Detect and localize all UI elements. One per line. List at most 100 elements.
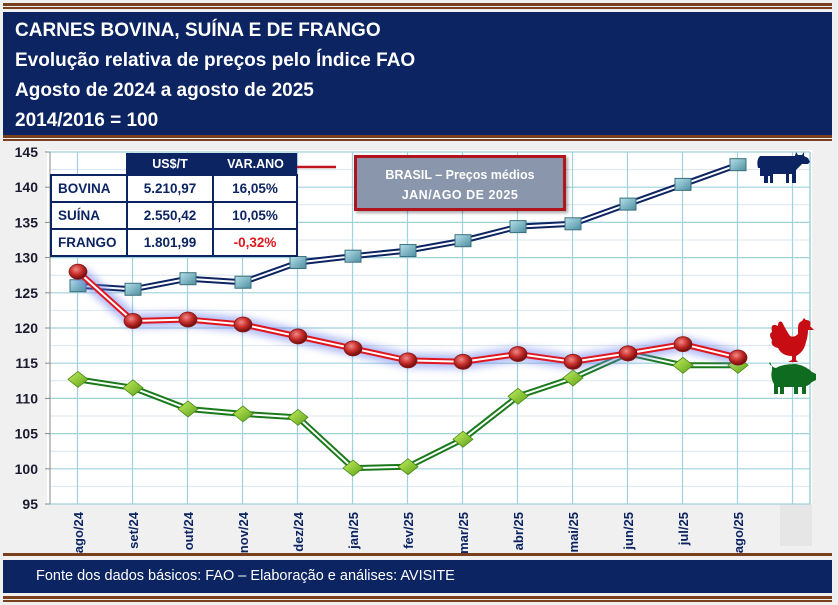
top-stripe [3, 3, 832, 6]
y-axis: 95 100 105 110 115 120 125 130 135 140 145 [15, 144, 51, 512]
data-point [728, 349, 748, 366]
data-point [232, 405, 254, 423]
data-point [618, 345, 638, 362]
header-blank [51, 153, 127, 175]
y-tick-label: 125 [15, 285, 39, 301]
data-point [288, 328, 308, 345]
data-point [453, 353, 473, 370]
data-point [343, 340, 363, 357]
x-tick-label: set/24 [126, 511, 141, 549]
data-point [233, 316, 253, 333]
row-var-negative: -0,32% [212, 228, 298, 257]
data-point [342, 459, 364, 477]
data-point [344, 249, 362, 263]
footer-bottom-stripe-2 [3, 600, 832, 602]
x-tick-label: nov/24 [236, 511, 251, 553]
data-point [619, 197, 637, 211]
data-point [177, 400, 199, 418]
row-price: 1.801,99 [126, 228, 214, 257]
data-point [562, 369, 584, 387]
source-note: Fonte dos dados básicos: FAO – Elaboraçã… [36, 568, 455, 584]
data-point [454, 234, 472, 248]
x-tick-label: jul/25 [676, 512, 691, 546]
price-table-header: US$/T VAR.ANO [51, 153, 297, 175]
x-tick-label: mai/25 [566, 512, 581, 552]
y-tick-label: 145 [15, 144, 39, 160]
y-tick-label: 120 [15, 320, 39, 336]
y-tick-label: 105 [15, 426, 39, 442]
table-row: BOVINA 5.210,97 16,05% [50, 174, 298, 203]
line-chart: 95 100 105 110 115 120 125 130 135 140 145 ago/24 s… [15, 144, 816, 554]
x-tick-label: jun/25 [621, 512, 636, 551]
data-point [563, 353, 583, 370]
series-bovina [69, 158, 747, 296]
row-label: FRANGO [50, 228, 128, 257]
data-point [122, 379, 144, 397]
rooster-icon [770, 318, 814, 362]
footer-top-stripe [3, 553, 832, 556]
x-tick-label: out/24 [181, 511, 196, 550]
callout-line1: BRASIL – Preços médios [385, 168, 535, 182]
period: Agosto de 2024 a agosto de 2025 [15, 80, 314, 101]
data-point [123, 313, 143, 329]
base-index: 2014/2016 = 100 [15, 110, 159, 131]
table-row: FRANGO 1.801,99 -0,32% [50, 228, 298, 257]
data-point [673, 336, 693, 353]
data-point [672, 356, 694, 374]
data-point [178, 311, 198, 328]
cow-icon [757, 152, 810, 183]
brasil-callout: BRASIL – Preços médios JAN/AGO DE 2025 [354, 155, 566, 211]
header-price: US$/T [126, 153, 213, 175]
right-panel [780, 504, 812, 546]
data-point [399, 244, 417, 258]
data-point [397, 458, 419, 476]
data-point [68, 263, 88, 280]
row-label: BOVINA [50, 174, 128, 203]
row-price: 5.210,97 [126, 174, 214, 203]
series-frango [68, 263, 748, 370]
x-tick-label: dez/24 [291, 511, 306, 552]
x-tick-label: abr/25 [511, 512, 526, 550]
y-tick-label: 135 [15, 214, 39, 230]
row-label: SUÍNA [50, 201, 128, 230]
data-point [289, 256, 307, 270]
price-table: US$/T VAR.ANO BOVINA 5.210,97 16,05% SUÍ… [50, 153, 298, 257]
y-tick-label: 130 [15, 250, 39, 266]
x-tick-label: fev/25 [401, 512, 416, 549]
data-point [729, 158, 747, 172]
data-point [234, 275, 252, 289]
title: CARNES BOVINA, SUÍNA E DE FRANGO [15, 20, 381, 41]
y-tick-label: 140 [15, 179, 39, 195]
data-point [509, 220, 527, 234]
data-point [67, 370, 89, 388]
x-tick-label: jan/25 [346, 512, 361, 550]
y-tick-label: 110 [15, 390, 38, 406]
row-var: 10,05% [212, 201, 298, 230]
top-stripe-2 [3, 7, 832, 9]
row-price: 2.550,42 [126, 201, 214, 230]
x-axis: ago/24 set/24 out/24 nov/24 dez/24 jan/25 fev/… [71, 511, 746, 554]
pig-icon [769, 362, 816, 394]
data-point [452, 430, 474, 448]
chart-header: CARNES BOVINA, SUÍNA E DE FRANGO Evoluçã… [3, 12, 832, 135]
footer-bottom-stripe [3, 596, 832, 599]
data-point [398, 352, 418, 369]
x-tick-label: mar/25 [456, 512, 471, 554]
y-tick-label: 115 [15, 355, 38, 371]
header-bottom-stripe [3, 135, 832, 138]
table-row: SUÍNA 2.550,42 10,05% [50, 201, 298, 230]
data-point [507, 387, 529, 405]
x-tick-label: ago/25 [731, 512, 746, 553]
data-point [674, 177, 692, 191]
data-point [124, 282, 142, 296]
data-point [508, 346, 528, 362]
data-point [287, 408, 309, 426]
row-var: 16,05% [212, 174, 298, 203]
data-point [564, 217, 582, 231]
series-layer [67, 158, 749, 477]
header-var: VAR.ANO [212, 153, 297, 175]
data-point [179, 272, 197, 286]
footer: Fonte dos dados básicos: FAO – Elaboraçã… [3, 560, 832, 593]
callout-line2: JAN/AGO DE 2025 [401, 188, 519, 202]
subtitle: Evolução relativa de preços pelo Índice … [15, 50, 416, 71]
